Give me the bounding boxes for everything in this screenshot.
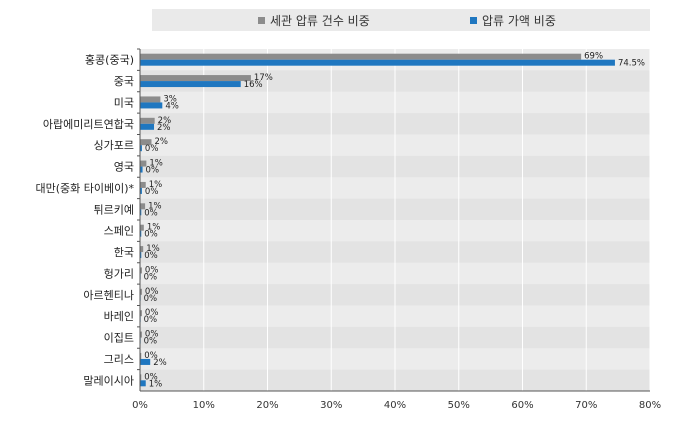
category-label: 스페인	[104, 225, 134, 238]
category-label: 중국	[114, 75, 134, 88]
bar	[140, 252, 142, 259]
bar	[140, 230, 142, 237]
legend-swatch-blue	[470, 17, 477, 24]
x-tick-label: 10%	[193, 400, 215, 411]
legend-item-seizure-value: 압류 가액 비중	[470, 12, 556, 29]
bar	[140, 187, 142, 194]
data-label: 0%	[145, 144, 159, 154]
legend: 세관 압류 건수 비중 압류 가액 비중	[152, 9, 650, 31]
data-label: 2%	[158, 116, 172, 126]
data-label: 1%	[148, 201, 162, 211]
bar	[140, 288, 142, 295]
bar	[140, 145, 142, 152]
bar	[140, 123, 155, 130]
data-label: 1%	[147, 223, 161, 233]
data-label: 4%	[165, 101, 179, 111]
bar	[140, 117, 155, 124]
category-label: 말레이시아	[83, 374, 134, 387]
category-label: 바레인	[104, 310, 134, 323]
data-label: 1%	[149, 379, 163, 389]
bar	[140, 267, 142, 274]
bar	[140, 310, 142, 317]
x-tick-label: 0%	[132, 400, 148, 411]
category-label: 아랍에미리트연합국	[43, 118, 134, 131]
data-label: 0%	[145, 265, 159, 275]
category-label: 그리스	[104, 353, 134, 366]
data-label: 0%	[144, 337, 158, 347]
category-label: 싱가포르	[94, 139, 134, 152]
data-label: 0%	[144, 230, 158, 240]
data-label: 0%	[144, 208, 158, 218]
data-label: 0%	[144, 251, 158, 261]
data-label: 1%	[149, 159, 163, 169]
data-label: 0%	[144, 372, 158, 382]
x-tick-label: 80%	[639, 400, 661, 411]
bar	[140, 53, 582, 60]
legend-label: 압류 가액 비중	[482, 14, 556, 28]
bar	[140, 81, 241, 88]
x-tick-label: 50%	[448, 400, 470, 411]
bar	[140, 102, 163, 109]
bar	[140, 75, 251, 82]
bar	[140, 246, 144, 253]
data-label: 2%	[153, 358, 167, 368]
bar	[140, 224, 144, 231]
data-label: 0%	[144, 351, 158, 361]
data-label: 0%	[144, 315, 158, 325]
data-label: 16%	[244, 80, 263, 90]
bar	[140, 96, 161, 103]
data-label: 1%	[149, 180, 163, 190]
x-tick-label: 20%	[256, 400, 278, 411]
category-label: 헝가리	[104, 267, 134, 280]
data-label: 17%	[254, 73, 273, 83]
category-label: 영국	[114, 161, 134, 174]
category-label: 이집트	[104, 332, 134, 345]
category-label: 아르헨티나	[83, 289, 134, 302]
bar	[140, 374, 142, 381]
data-label: 2%	[157, 123, 171, 133]
category-label: 한국	[114, 246, 134, 259]
data-label: 69%	[584, 52, 603, 62]
data-label: 1%	[146, 244, 160, 254]
bar	[140, 358, 151, 365]
legend-swatch-grey	[258, 17, 265, 24]
x-tick-label: 30%	[320, 400, 342, 411]
data-label: 0%	[145, 187, 159, 197]
bar	[140, 181, 146, 188]
legend-label: 세관 압류 건수 비중	[270, 14, 370, 28]
bar	[140, 203, 146, 210]
bar	[140, 352, 142, 359]
data-label: 0%	[145, 287, 159, 297]
bar	[140, 139, 152, 146]
data-label: 74.5%	[618, 59, 645, 69]
category-label: 튀르키예	[94, 203, 134, 216]
legend-item-seizure-count: 세관 압류 건수 비중	[258, 12, 370, 29]
x-tick-label: 60%	[511, 400, 533, 411]
data-label: 0%	[146, 166, 160, 176]
bar	[140, 166, 143, 173]
category-label: 홍콩(중국)	[85, 53, 134, 67]
bar	[140, 380, 146, 387]
bar	[140, 209, 142, 216]
category-label: 대만(중화 타이베이)*	[35, 182, 134, 195]
x-tick-label: 40%	[384, 400, 406, 411]
bar	[140, 331, 142, 338]
bar	[140, 160, 147, 167]
data-label: 0%	[144, 272, 158, 282]
x-tick-label: 70%	[575, 400, 597, 411]
bar	[140, 59, 615, 66]
data-label: 0%	[145, 308, 159, 318]
data-label: 0%	[145, 330, 159, 340]
category-label: 미국	[114, 96, 134, 109]
data-label: 3%	[163, 94, 177, 104]
data-label: 0%	[144, 294, 158, 304]
data-label: 2%	[154, 137, 168, 147]
